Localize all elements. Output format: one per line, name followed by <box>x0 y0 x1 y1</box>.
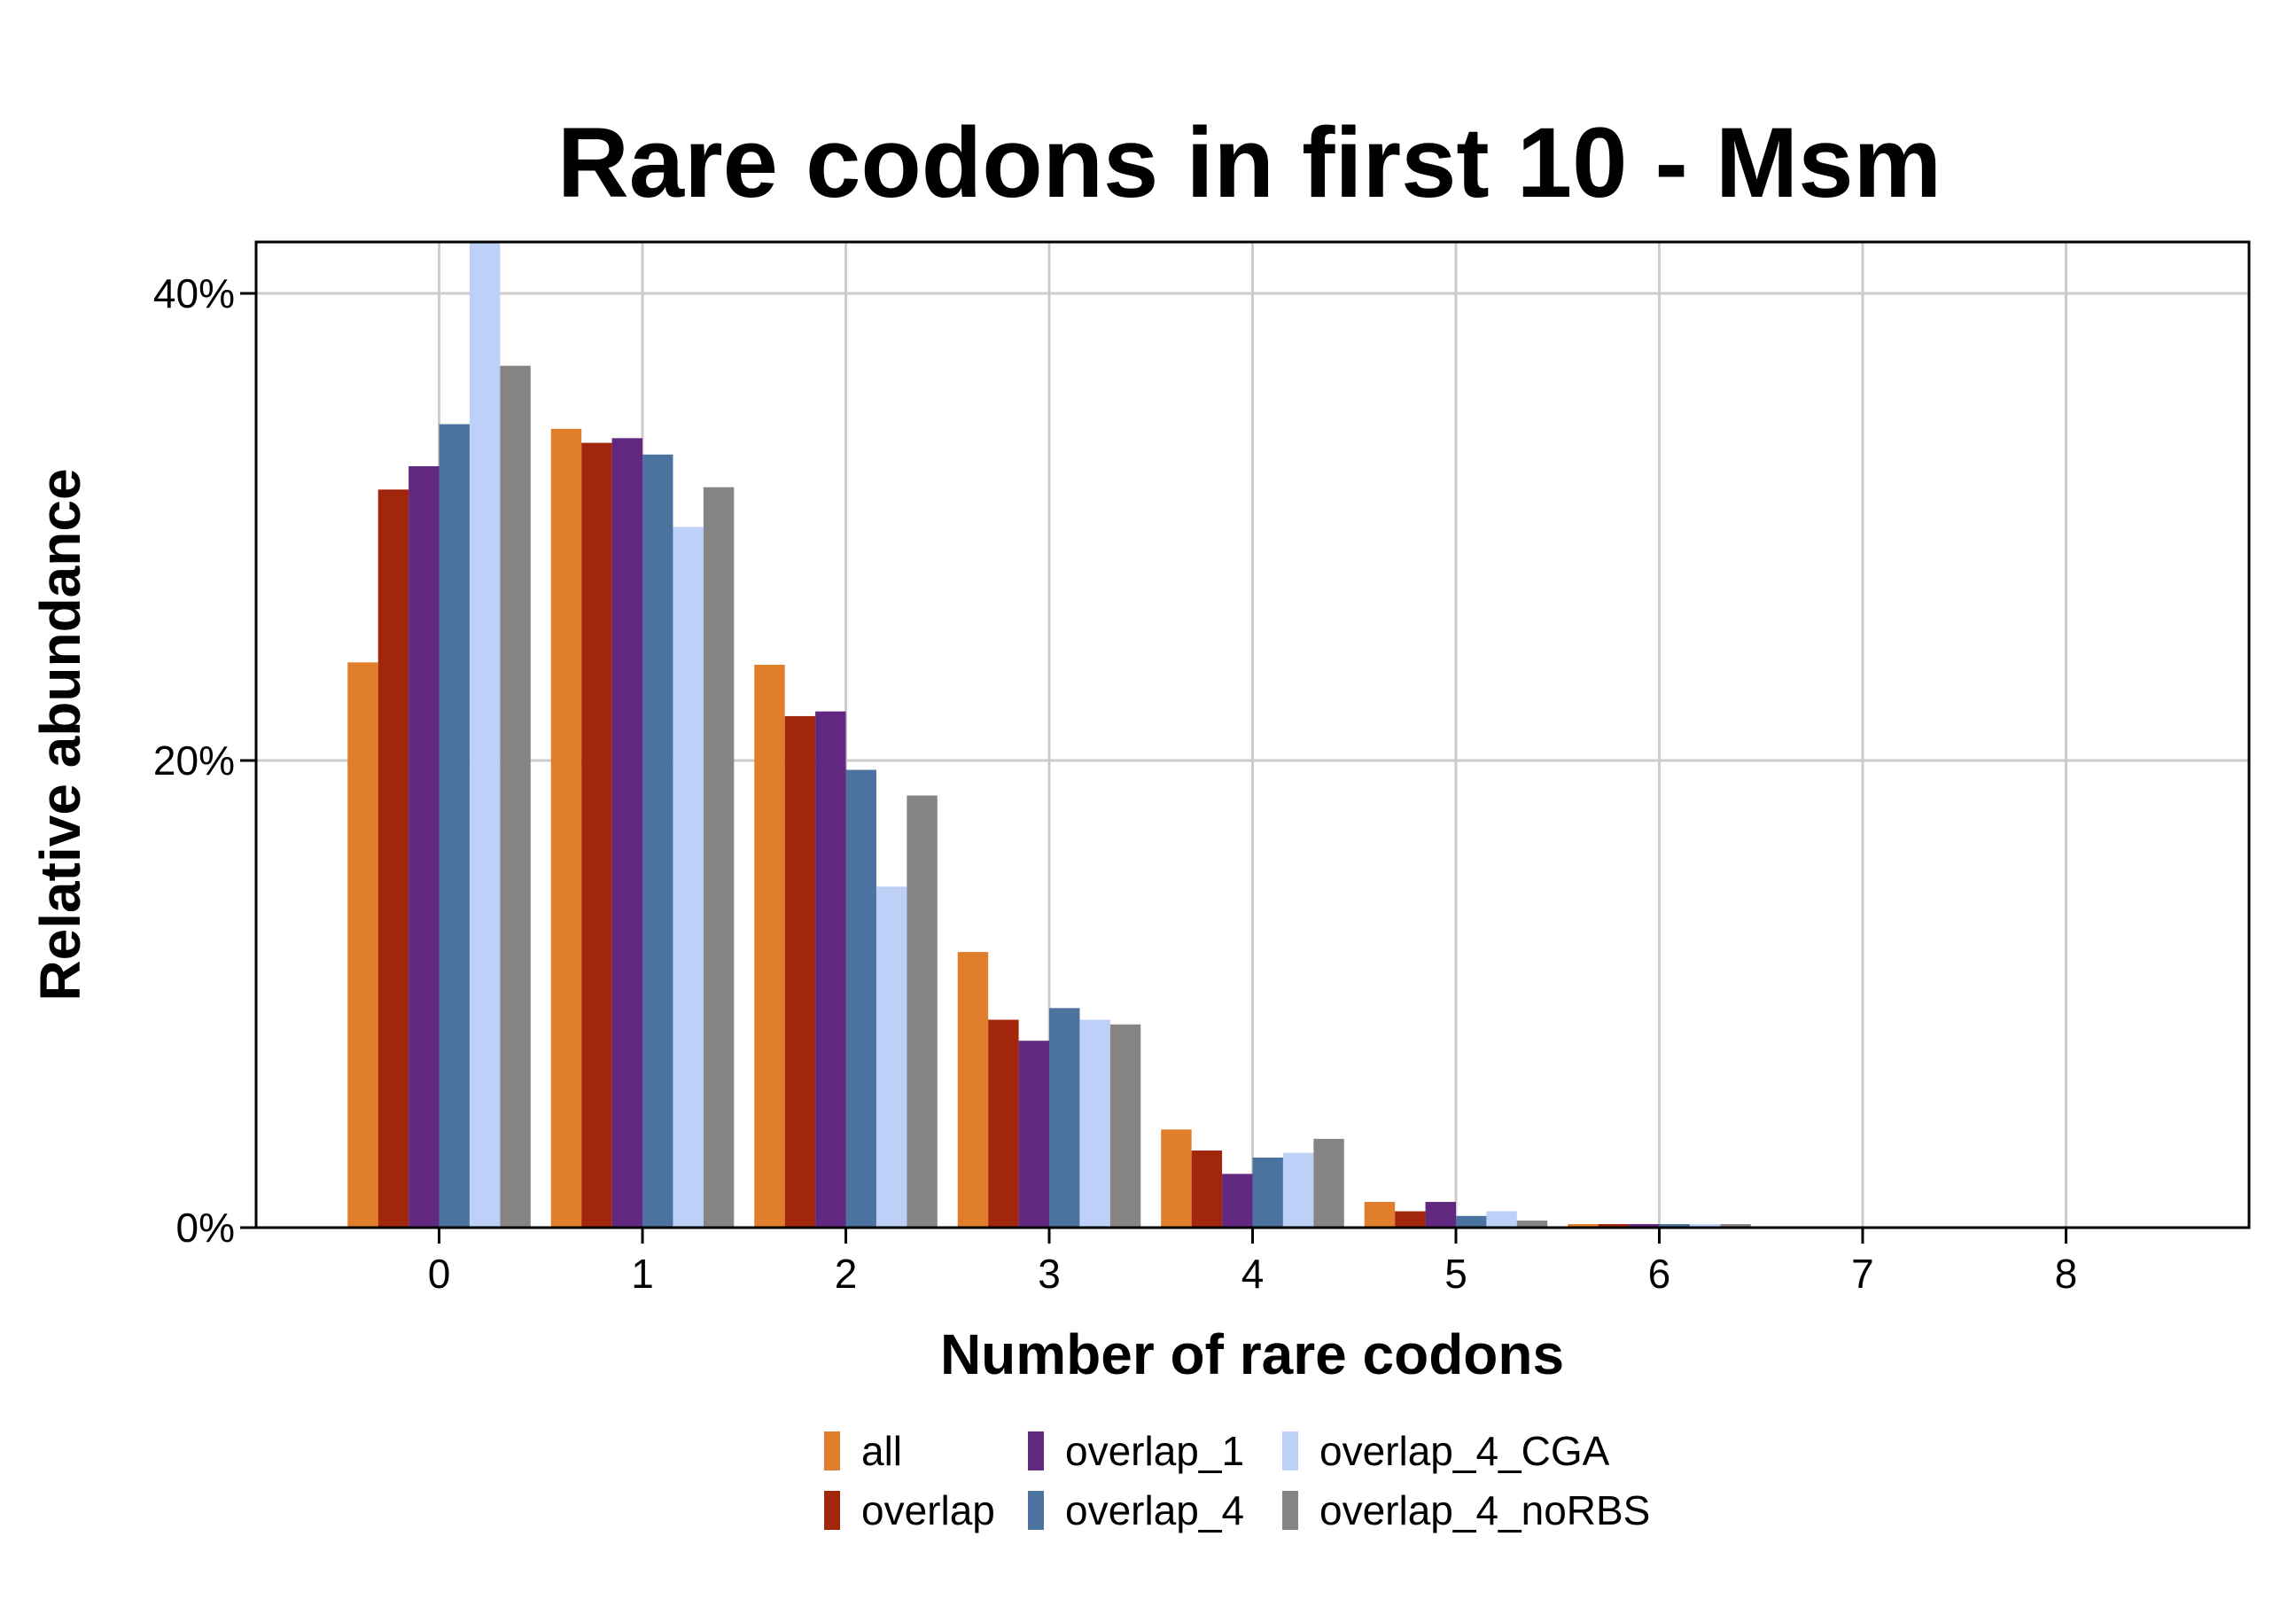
legend-label: overlap <box>861 1487 995 1533</box>
legend-swatch <box>1282 1431 1298 1470</box>
legend-item-overlap-4: overlap_4 <box>1028 1487 1244 1533</box>
bar-overlap-4-CGA-4 <box>1282 1152 1314 1228</box>
legend-item-overlap-4-noRBS: overlap_4_noRBS <box>1282 1487 1650 1533</box>
x-tick-label: 5 <box>1444 1251 1467 1297</box>
bar-overlap-4-0 <box>439 424 470 1228</box>
bar-overlap-4-CGA-1 <box>673 526 704 1228</box>
bar-all-5 <box>1364 1202 1396 1228</box>
x-axis-title: Number of rare codons <box>940 1322 1564 1386</box>
bar-overlap-4-5 <box>1455 1215 1487 1228</box>
bar-all-3 <box>957 952 989 1228</box>
legend-swatch <box>1028 1491 1044 1530</box>
bar-overlap-4-CGA-3 <box>1079 1019 1110 1228</box>
bar-overlap-4-noRBS-1 <box>703 487 735 1228</box>
bar-all-0 <box>347 662 378 1228</box>
bar-all-1 <box>550 428 582 1228</box>
bar-overlap-1-6 <box>1629 1224 1660 1228</box>
x-tick-label: 2 <box>835 1251 858 1297</box>
bar-overlap-4-6 <box>1659 1224 1690 1228</box>
bar-overlap-0 <box>377 489 409 1228</box>
legend: all overlap overlap_1 overlap_4 overlap_4_CG… <box>824 1428 1650 1533</box>
y-tick-label: 20% <box>153 737 235 784</box>
legend-label: overlap_4 <box>1065 1487 1244 1533</box>
bar-overlap-1 <box>581 442 612 1228</box>
bar-overlap-5 <box>1395 1211 1426 1228</box>
bar-overlap-4-noRBS-2 <box>907 795 938 1228</box>
x-tick-label: 3 <box>1038 1251 1061 1297</box>
bar-overlap-4-CGA-2 <box>876 886 907 1228</box>
legend-item-overlap-1: overlap_1 <box>1028 1428 1244 1474</box>
bar-overlap-4-noRBS-0 <box>500 365 531 1228</box>
y-tick-label: 40% <box>153 270 235 316</box>
bar-overlap-4-4 <box>1252 1157 1283 1228</box>
bar-overlap-2 <box>784 715 816 1228</box>
bar-all-6 <box>1568 1224 1599 1228</box>
x-tick-label: 0 <box>428 1251 451 1297</box>
bar-overlap-4 <box>1191 1150 1223 1228</box>
bar-overlap-4-noRBS-3 <box>1109 1024 1141 1228</box>
y-axis: 0% 20% 40% <box>153 270 256 1251</box>
chart-title: Rare codons in first 10 - Msm <box>557 107 1942 218</box>
legend-item-all: all <box>824 1428 902 1474</box>
bar-all-4 <box>1161 1129 1192 1228</box>
legend-label: overlap_1 <box>1065 1428 1244 1474</box>
legend-swatch <box>824 1431 840 1470</box>
bar-overlap-1-0 <box>409 465 440 1228</box>
bar-overlap-1-1 <box>611 438 643 1228</box>
bar-overlap-6 <box>1598 1224 1630 1228</box>
x-tick-label: 4 <box>1241 1251 1265 1297</box>
legend-label: all <box>861 1428 902 1474</box>
y-axis-title: Relative abundance <box>28 468 92 1001</box>
x-tick-label: 6 <box>1648 1251 1671 1297</box>
bar-all-2 <box>754 664 785 1228</box>
bar-overlap-4-1 <box>642 454 673 1228</box>
bar-overlap-1-2 <box>815 711 846 1228</box>
legend-label: overlap_4_noRBS <box>1319 1487 1650 1533</box>
bar-overlap-1-5 <box>1425 1202 1456 1228</box>
legend-swatch <box>1282 1491 1298 1530</box>
bars <box>347 242 1751 1228</box>
bar-overlap-4-CGA-6 <box>1689 1224 1721 1228</box>
bar-overlap-4-noRBS-6 <box>1720 1224 1751 1228</box>
bar-overlap-4-CGA-0 <box>469 242 501 1228</box>
x-tick-label: 8 <box>2055 1251 2078 1297</box>
bar-overlap-4-2 <box>845 769 876 1228</box>
bar-overlap-1-3 <box>1018 1041 1050 1228</box>
legend-swatch <box>824 1491 840 1530</box>
bar-overlap-1-4 <box>1222 1174 1253 1228</box>
bar-overlap-4-3 <box>1049 1008 1080 1228</box>
legend-item-overlap: overlap <box>824 1487 995 1533</box>
bar-overlap-4-noRBS-4 <box>1313 1138 1344 1228</box>
legend-label: overlap_4_CGA <box>1319 1428 1610 1474</box>
legend-item-overlap-4-CGA: overlap_4_CGA <box>1282 1428 1610 1474</box>
legend-swatch <box>1028 1431 1044 1470</box>
bar-overlap-4-CGA-5 <box>1486 1211 1517 1228</box>
y-tick-label: 0% <box>176 1205 235 1251</box>
bar-overlap-4-noRBS-5 <box>1516 1221 1548 1228</box>
x-tick-label: 7 <box>1851 1251 1874 1297</box>
x-tick-label: 1 <box>631 1251 654 1297</box>
bar-overlap-3 <box>988 1019 1019 1228</box>
x-axis: 0 1 2 3 4 5 6 7 8 <box>428 1228 2078 1297</box>
